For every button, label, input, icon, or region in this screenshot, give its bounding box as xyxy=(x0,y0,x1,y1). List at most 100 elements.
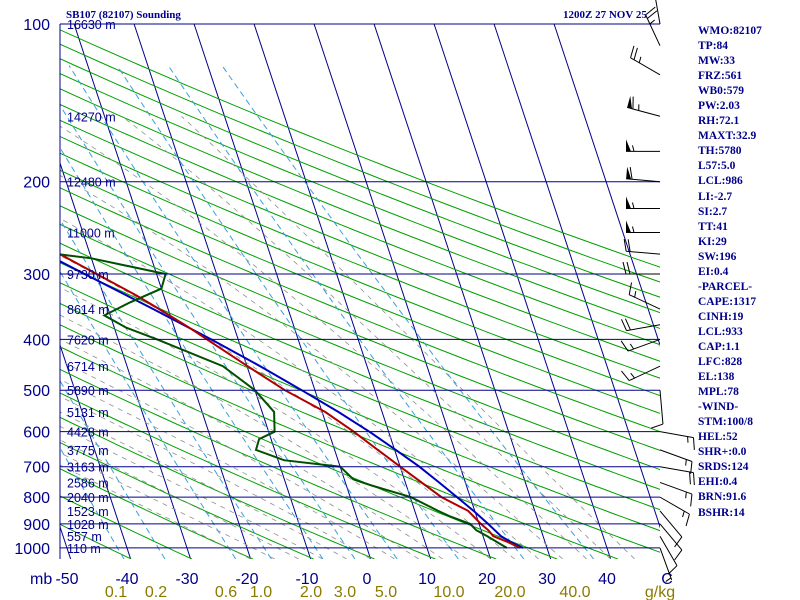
wind-barb-halfflag xyxy=(632,202,635,209)
pressure-tick-label: 300 xyxy=(23,267,50,284)
index-item: CAPE:1317 xyxy=(698,295,757,308)
mixing-ratio-line xyxy=(68,65,398,559)
height-label: 6714 m xyxy=(67,360,109,374)
pressure-tick-label: 700 xyxy=(23,460,50,477)
isotherm-line xyxy=(433,24,612,559)
dry-adiabat-line xyxy=(60,58,660,298)
temperature-tick-label: 10 xyxy=(418,571,436,588)
wind-barb-flag xyxy=(624,318,631,331)
dry-adiabat-line xyxy=(60,302,660,553)
wind-barb-staff xyxy=(627,338,661,352)
isotherm-line xyxy=(133,24,312,559)
dry-adiabat-line xyxy=(60,187,660,433)
wind-barb-flag xyxy=(689,471,691,485)
wind-barb-staff xyxy=(659,449,693,462)
mixing-ratio-label: 40.0 xyxy=(559,584,590,600)
sounding-time: 1200Z 27 NOV 25 xyxy=(563,9,647,21)
height-label: 12480 m xyxy=(67,176,116,190)
wind-barb-flag xyxy=(620,340,629,352)
index-item: SRDS:124 xyxy=(698,461,749,474)
wind-barb-halfflag xyxy=(632,145,635,152)
wind-barb-staff xyxy=(627,106,661,117)
isotherm-line xyxy=(313,24,492,559)
wind-barb-halfflag xyxy=(682,510,685,518)
height-label: 1523 m xyxy=(67,505,109,519)
wind-barb-halfflag xyxy=(649,19,655,25)
wind-barb-pennant xyxy=(626,196,631,209)
wind-barb-pennant xyxy=(626,166,632,180)
wind-barb-staff xyxy=(659,535,678,566)
index-item: LCL:933 xyxy=(698,325,743,338)
index-item: TT:41 xyxy=(698,220,728,233)
dry-adiabat-line xyxy=(60,135,660,379)
wind-barb-flag xyxy=(621,370,630,381)
isotherm-line xyxy=(493,24,660,529)
index-item: SW:196 xyxy=(698,250,737,263)
wind-barb-staff xyxy=(659,466,694,474)
temperature-tick-label: 30 xyxy=(538,571,556,588)
wind-barb-flag xyxy=(621,319,627,331)
wind-barb-flag xyxy=(690,494,693,507)
wind-barb-staff xyxy=(659,547,673,581)
dry-adiabat-line xyxy=(60,73,660,314)
mixing-ratio-label: 5.0 xyxy=(375,584,397,600)
wind-barb-flag xyxy=(629,166,633,180)
wind-barb-flag xyxy=(645,6,656,16)
mixing-ratio-label: 0.6 xyxy=(215,584,237,600)
height-label: 7620 m xyxy=(67,333,109,347)
wind-barb-halfflag xyxy=(629,343,635,350)
wind-barb-flag xyxy=(628,282,633,295)
isotherm-line xyxy=(0,24,11,559)
height-label: 2040 m xyxy=(67,491,109,505)
dry-adiabat-line xyxy=(60,29,660,268)
mixing-ratio-label: 2.0 xyxy=(300,584,322,600)
isotherm-line xyxy=(253,24,432,559)
index-item: -PARCEL- xyxy=(698,280,753,293)
index-item: HEL:52 xyxy=(698,431,738,444)
wind-barb-staff xyxy=(659,481,693,495)
moist-adiabat-line xyxy=(181,116,635,559)
mixing-ratio-line xyxy=(60,146,324,559)
pressure-tick-label: 800 xyxy=(23,490,50,507)
mixing-ratio-label: 0.1 xyxy=(105,584,127,600)
mixing-ratio-label: 1.0 xyxy=(250,584,272,600)
isotherm-line xyxy=(73,24,252,559)
height-label: 16630 m xyxy=(67,18,116,32)
wind-barb-halfflag xyxy=(630,372,636,379)
mixing-ratio-line xyxy=(60,104,356,559)
index-item: CAP:1.1 xyxy=(698,340,740,353)
wind-barb-pennant xyxy=(626,139,631,152)
dry-adiabat-line xyxy=(60,103,660,346)
index-item: TH:5780 xyxy=(698,145,742,158)
moist-adiabat-line xyxy=(60,411,347,559)
dry-adiabat-line xyxy=(60,119,660,362)
index-item: MW:33 xyxy=(698,55,736,68)
wind-barb-flag xyxy=(630,45,635,58)
indices-panel: WMO:82107 TP:84 MW:33 FRZ:561 WB0:579 PW:2.03… xyxy=(698,24,762,521)
wind-barb-staff xyxy=(645,14,661,46)
index-item: RH:72.1 xyxy=(698,115,740,128)
temperature-tick-label: -10 xyxy=(295,571,318,588)
mixing-ratio-line xyxy=(60,270,237,559)
wind-barb-staff xyxy=(655,0,661,25)
index-item: MPL:78 xyxy=(698,386,739,399)
mixing-ratio-line xyxy=(221,65,594,559)
wind-barb-staff xyxy=(659,431,694,439)
mixing-ratio-label: 0.2 xyxy=(145,584,167,600)
index-item: LFC:828 xyxy=(698,356,743,369)
dry-adiabat-line xyxy=(60,392,436,559)
wind-barb-halfflag xyxy=(634,291,637,298)
wind-barb-flag xyxy=(626,261,631,275)
temperature-tick-label: -50 xyxy=(55,571,78,588)
index-item: WMO:82107 xyxy=(698,25,762,37)
index-item: LI:-2.7 xyxy=(698,190,733,203)
mixing-ratio-label: 10.0 xyxy=(433,584,464,600)
dry-adiabat-line xyxy=(60,88,660,330)
temperature-tick-label: 0 xyxy=(363,571,372,588)
height-label: 3163 m xyxy=(67,461,109,475)
wind-barb-flag xyxy=(685,513,690,527)
index-item: BRN:91.6 xyxy=(698,491,747,504)
height-label: 4428 m xyxy=(67,426,109,440)
height-label: 5890 m xyxy=(67,384,109,398)
moist-adiabat-line xyxy=(60,378,395,559)
